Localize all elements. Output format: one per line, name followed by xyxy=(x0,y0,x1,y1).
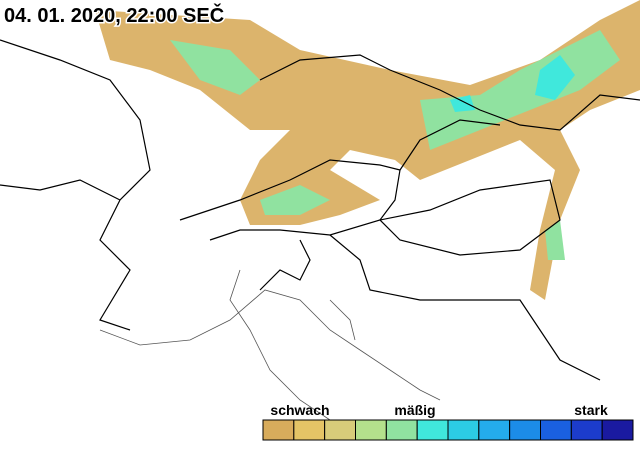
legend-swatch xyxy=(262,419,295,441)
legend-swatch xyxy=(478,419,511,441)
legend-swatch xyxy=(447,419,480,441)
precipitation xyxy=(95,0,640,300)
legend-label: mäßig xyxy=(394,402,435,418)
legend-swatch xyxy=(416,419,449,441)
border xyxy=(378,179,561,256)
borders xyxy=(0,39,640,381)
map-title: 04. 01. 2020, 22:00 SEČ xyxy=(4,3,224,27)
legend-swatch xyxy=(385,419,418,441)
border xyxy=(399,119,501,171)
coastline xyxy=(329,299,356,341)
legend-label: stark xyxy=(574,402,608,418)
coastline xyxy=(99,289,441,401)
legend-scale xyxy=(262,419,634,441)
border xyxy=(179,159,401,241)
legend-swatch xyxy=(601,419,634,441)
coastline xyxy=(229,269,331,421)
precip-area xyxy=(450,55,575,112)
coastline xyxy=(99,269,441,421)
legend-label: schwach xyxy=(270,402,329,418)
border xyxy=(329,234,601,381)
legend-swatch xyxy=(324,419,356,441)
border xyxy=(259,54,640,131)
border xyxy=(0,39,151,331)
border xyxy=(259,239,311,291)
border xyxy=(0,179,121,201)
legend-swatch xyxy=(540,419,572,441)
legend-swatch xyxy=(570,419,603,441)
legend-swatch xyxy=(355,419,387,441)
legend-swatch xyxy=(509,419,541,441)
legend-swatch xyxy=(293,419,326,441)
precip-area xyxy=(170,30,620,260)
